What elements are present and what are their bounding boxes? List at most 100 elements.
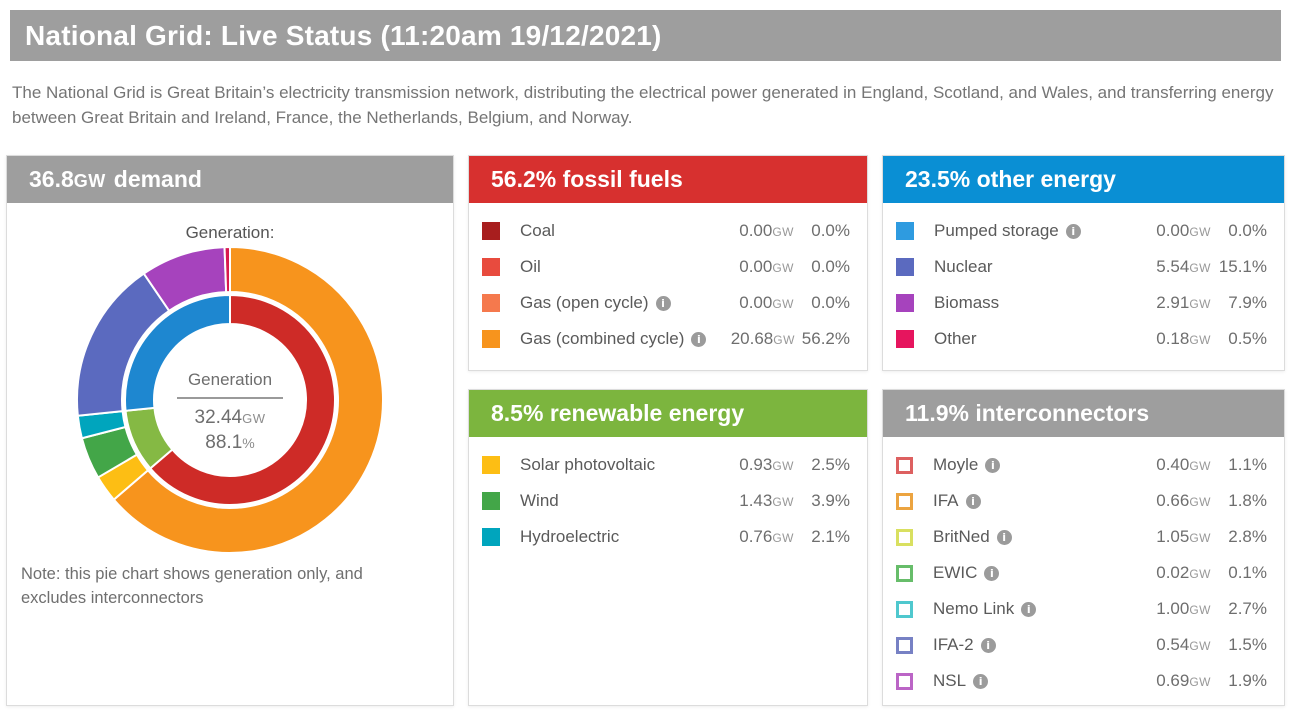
- color-swatch: [896, 600, 913, 618]
- row-gw-value: 1.00GW: [1156, 599, 1211, 618]
- row-label: IFA-2: [933, 635, 974, 654]
- row-label: Wind: [520, 491, 559, 510]
- energy-row: Nuclear 5.54GW 15.1%: [896, 249, 1267, 285]
- demand-panel: 36.8GW demand Generation: Generation 32.4…: [6, 155, 454, 706]
- color-swatch: [482, 492, 500, 510]
- row-label: Gas (combined cycle): [520, 329, 685, 348]
- energy-row: Gas (open cycle) i 0.00GW 0.0%: [482, 285, 850, 321]
- row-gw-value: 0.66GW: [1156, 491, 1211, 510]
- donut-segment-fossil-fuels[interactable]: [149, 294, 336, 506]
- row-gw-value: 0.02GW: [1156, 563, 1211, 582]
- energy-row: Pumped storage i 0.00GW 0.0%: [896, 213, 1267, 249]
- info-icon[interactable]: i: [1065, 223, 1081, 239]
- energy-row: Other 0.18GW 0.5%: [896, 321, 1267, 357]
- row-percent: 2.5%: [811, 455, 850, 474]
- row-label: Pumped storage: [934, 221, 1059, 240]
- row-percent: 0.0%: [811, 293, 850, 312]
- chart-heading: Generation:: [185, 223, 275, 242]
- cards-grid: 36.8GW demand Generation: Generation 32.4…: [6, 155, 1285, 706]
- row-gw-value: 5.54GW: [1156, 257, 1211, 276]
- row-label: Coal: [520, 221, 555, 240]
- row-gw-value: 0.18GW: [1156, 329, 1211, 348]
- row-gw-value: 2.91GW: [1156, 293, 1211, 312]
- row-gw-value: 0.54GW: [1156, 635, 1211, 654]
- row-percent: 2.7%: [1228, 599, 1267, 618]
- demand-value: 36.8: [29, 166, 74, 192]
- generation-donut-svg[interactable]: [8, 244, 452, 556]
- donut-segment-gas-combined-cycle-[interactable]: [112, 246, 384, 554]
- other-energy-panel: 23.5% other energy Pumped storage i 0.00GW…: [882, 155, 1285, 371]
- color-swatch: [896, 330, 914, 348]
- info-icon[interactable]: i: [980, 637, 996, 653]
- energy-row: Biomass 2.91GW 7.9%: [896, 285, 1267, 321]
- row-percent: 2.1%: [811, 527, 850, 546]
- donut-segment-other[interactable]: [223, 246, 231, 294]
- row-label: Moyle: [933, 455, 979, 474]
- info-icon[interactable]: i: [984, 565, 1000, 581]
- renewable-energy-rows: Solar photovoltaic 0.93GW 2.5% Wind 1.43GW 3.…: [469, 437, 867, 563]
- row-gw-value: 0.00GW: [739, 293, 794, 312]
- row-gw-value: 0.76GW: [739, 527, 794, 546]
- energy-row: Coal 0.00GW 0.0%: [482, 213, 850, 249]
- row-label: IFA: [933, 491, 959, 510]
- energy-row: NSL i 0.69GW 1.9%: [896, 663, 1267, 699]
- donut-segment-other-energy[interactable]: [124, 294, 231, 412]
- info-icon[interactable]: i: [691, 331, 707, 347]
- row-gw-value: 1.43GW: [739, 491, 794, 510]
- row-gw-value: 0.93GW: [739, 455, 794, 474]
- color-swatch: [896, 528, 913, 546]
- fossil-fuels-panel: 56.2% fossil fuels Coal 0.00GW 0.0% Oil 0.00…: [468, 155, 868, 371]
- row-gw-value: 0.00GW: [739, 257, 794, 276]
- row-label: Other: [934, 329, 977, 348]
- chart-note: Note: this pie chart shows generation on…: [21, 565, 363, 607]
- interconnectors-rows: Moyle i 0.40GW 1.1% IFA i 0.66GW 1.8% BritNed i 1.…: [883, 437, 1284, 705]
- color-swatch: [482, 330, 500, 348]
- row-percent: 7.9%: [1228, 293, 1267, 312]
- interconnectors-header: 11.9% interconnectors: [883, 390, 1284, 437]
- color-swatch: [482, 528, 500, 546]
- page-title: National Grid: Live Status (11:20am 19/1…: [10, 10, 1281, 61]
- energy-row: BritNed i 1.05GW 2.8%: [896, 519, 1267, 555]
- demand-label: demand: [113, 166, 202, 192]
- color-swatch: [482, 456, 500, 474]
- info-icon[interactable]: i: [655, 295, 671, 311]
- row-gw-value: 0.00GW: [1156, 221, 1211, 240]
- info-icon[interactable]: i: [985, 457, 1001, 473]
- other-energy-rows: Pumped storage i 0.00GW 0.0% Nuclear 5.54GW 15…: [883, 203, 1284, 365]
- row-percent: 15.1%: [1218, 257, 1267, 276]
- color-swatch: [896, 492, 913, 510]
- interconnectors-panel: 11.9% interconnectors Moyle i 0.40GW 1.1% IF…: [882, 389, 1285, 706]
- row-percent: 3.9%: [811, 491, 850, 510]
- energy-row: Gas (combined cycle) i 20.68GW 56.2%: [482, 321, 850, 357]
- info-icon[interactable]: i: [996, 529, 1012, 545]
- generation-donut-chart: Generation 32.44GW 88.1%: [8, 244, 452, 556]
- energy-row: Wind 1.43GW 3.9%: [482, 483, 850, 519]
- energy-row: IFA i 0.66GW 1.8%: [896, 483, 1267, 519]
- fossil-fuels-rows: Coal 0.00GW 0.0% Oil 0.00GW 0.0% Gas (open cyc…: [469, 203, 867, 365]
- row-percent: 56.2%: [801, 329, 850, 348]
- row-percent: 1.5%: [1228, 635, 1267, 654]
- color-swatch: [896, 636, 913, 654]
- row-label: Oil: [520, 257, 541, 276]
- row-gw-value: 1.05GW: [1156, 527, 1211, 546]
- row-label: Solar photovoltaic: [520, 455, 656, 474]
- info-icon[interactable]: i: [965, 493, 981, 509]
- row-gw-value: 20.68GW: [730, 329, 795, 348]
- renewable-energy-panel: 8.5% renewable energy Solar photovoltaic…: [468, 389, 868, 706]
- row-percent: 1.8%: [1228, 491, 1267, 510]
- row-label: BritNed: [933, 527, 990, 546]
- row-percent: 0.0%: [1228, 221, 1267, 240]
- color-swatch: [896, 222, 914, 240]
- row-percent: 0.0%: [811, 257, 850, 276]
- fossil-fuels-header: 56.2% fossil fuels: [469, 156, 867, 203]
- energy-row: Moyle i 0.40GW 1.1%: [896, 447, 1267, 483]
- row-percent: 0.5%: [1228, 329, 1267, 348]
- info-icon[interactable]: i: [1021, 601, 1037, 617]
- color-swatch: [482, 294, 500, 312]
- row-label: EWIC: [933, 563, 978, 582]
- row-gw-value: 0.69GW: [1156, 671, 1211, 690]
- row-label: Gas (open cycle): [520, 293, 649, 312]
- row-percent: 1.9%: [1228, 671, 1267, 690]
- info-icon[interactable]: i: [973, 673, 989, 689]
